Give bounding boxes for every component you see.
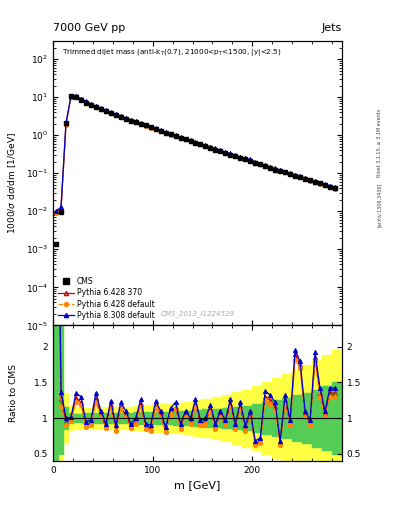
Text: Rivet 3.1.10, ≥ 3.1M events: Rivet 3.1.10, ≥ 3.1M events	[377, 109, 382, 178]
Y-axis label: 1000/$\sigma$ d$\sigma$/dm [1/GeV]: 1000/$\sigma$ d$\sigma$/dm [1/GeV]	[7, 132, 18, 234]
Text: Jets: Jets	[321, 23, 342, 33]
Text: 7000 GeV pp: 7000 GeV pp	[53, 23, 125, 33]
Text: Trimmed dijet mass (anti-k$_{\rm T}$(0.7), 21000<p$_{\rm T}$<1500, |y|<2.5): Trimmed dijet mass (anti-k$_{\rm T}$(0.7…	[62, 47, 281, 58]
X-axis label: m [GeV]: m [GeV]	[174, 480, 221, 490]
Text: [arXiv:1306.3436]: [arXiv:1306.3436]	[377, 183, 382, 227]
Text: CMS_2013_I1224539: CMS_2013_I1224539	[160, 310, 235, 317]
Legend: CMS, Pythia 6.428 370, Pythia 6.428 default, Pythia 8.308 default: CMS, Pythia 6.428 370, Pythia 6.428 defa…	[57, 275, 156, 322]
Y-axis label: Ratio to CMS: Ratio to CMS	[9, 364, 18, 422]
